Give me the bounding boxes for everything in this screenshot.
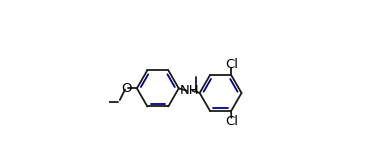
Text: Cl: Cl xyxy=(225,58,238,71)
Text: NH: NH xyxy=(179,84,199,97)
Text: Cl: Cl xyxy=(225,115,238,128)
Text: O: O xyxy=(122,82,132,95)
